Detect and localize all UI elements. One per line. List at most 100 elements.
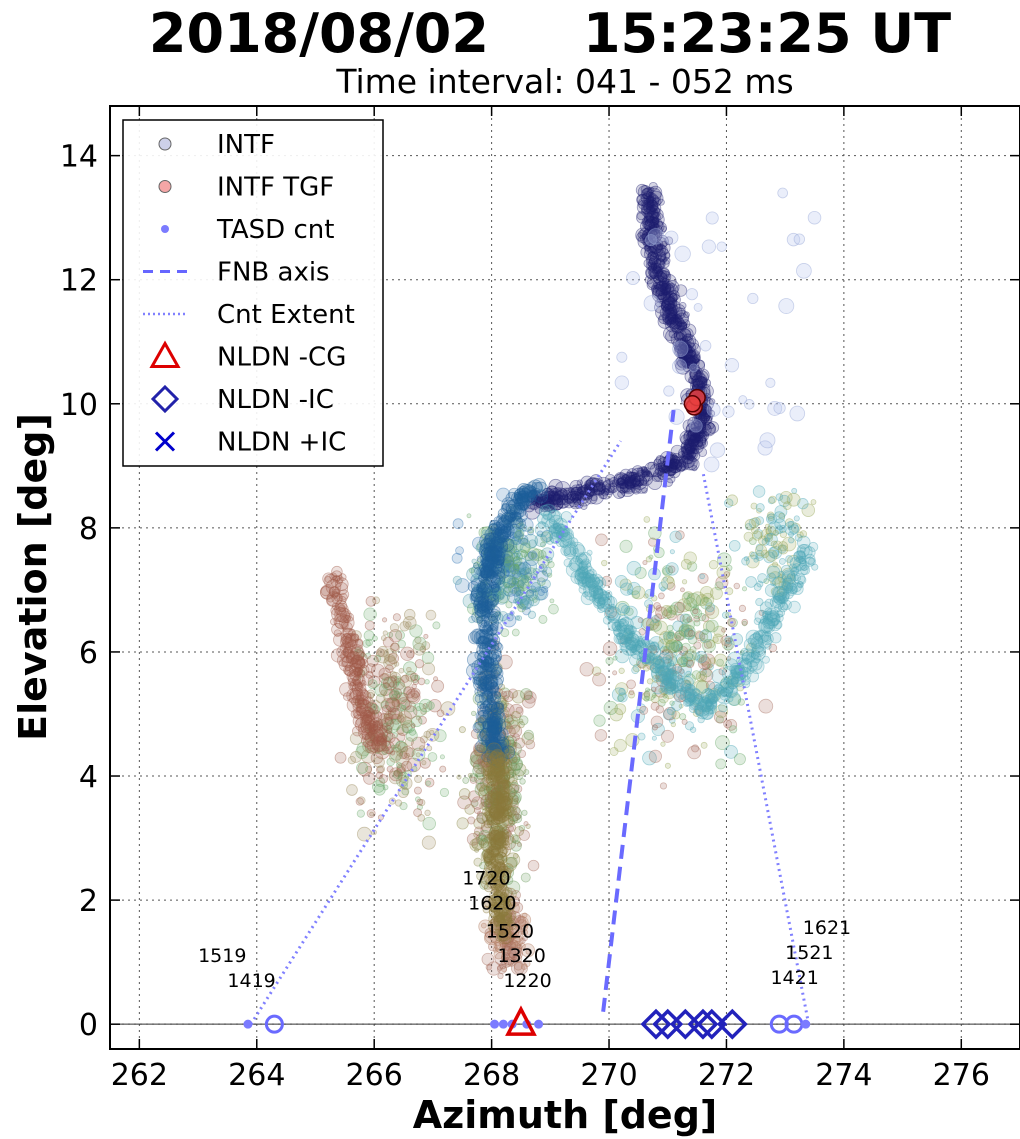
intf-point [500,779,511,790]
intf-point [520,688,533,701]
intf-point [487,784,499,795]
intf-point [399,776,413,790]
intf-point [490,674,498,681]
intf-point [366,654,379,667]
intf-point [693,302,703,312]
intf-point [703,456,720,473]
legend-label: INTF TGF [217,173,334,203]
intf-point [381,704,392,715]
intf-point [365,765,373,773]
intf-point [502,795,511,803]
intf-channel-point [345,612,355,622]
intf-point [609,746,619,756]
intf-point [484,716,491,723]
intf-point [502,886,513,898]
intf-point [807,210,822,225]
intf-point [377,765,386,774]
intf-point [497,786,508,798]
intf-point [501,815,515,828]
intf-channel-point [334,575,344,584]
intf-channel-point [689,434,698,444]
intf-point [360,717,375,731]
intf-channel-point [649,195,660,205]
intf-point [436,709,445,718]
intf-point [525,739,536,750]
intf-point [479,880,489,890]
intf-point [486,832,495,840]
intf-channel-point [481,756,497,773]
intf-point [480,765,492,776]
intf-point [399,801,408,811]
intf-point [502,737,510,745]
intf-point [404,737,414,747]
intf-point [387,652,400,665]
intf-point [482,747,489,755]
intf-point [404,752,410,759]
intf-point [631,590,641,599]
intf-point [476,812,488,824]
intf-point [499,827,508,836]
intf-point [421,835,436,850]
intf-point [409,624,423,638]
intf-point [486,791,501,806]
intf-point [407,690,421,704]
intf-point [482,727,495,741]
intf-point [502,613,517,628]
intf-channel-point [620,605,630,615]
intf-point [490,711,498,719]
intf-point [496,853,504,860]
intf-point [796,263,812,279]
intf-channel-point [675,321,684,330]
intf-point [497,789,508,799]
intf-point [395,692,408,705]
intf-point [493,758,504,769]
intf-point [700,741,708,749]
intf-point [614,375,630,390]
intf-point [473,744,486,757]
intf-point [365,595,377,607]
intf-point [681,579,688,585]
y-tick-label: 6 [79,636,98,671]
intf-point [515,813,522,820]
intf-point [651,735,657,741]
intf-point [474,782,489,797]
intf-point [488,762,502,777]
intf-point [518,715,529,726]
intf-point [503,766,514,776]
intf-point [486,703,496,712]
intf-point [502,712,508,719]
intf-point [486,692,497,703]
intf-channel-point [730,676,739,685]
intf-channel-point [689,701,699,711]
legend-label: NLDN -IC [217,385,334,415]
intf-point [506,739,516,748]
intf-point [472,691,487,706]
intf-point [508,782,520,793]
intf-channel-point [362,674,374,686]
intf-point [750,526,759,535]
intf-point [579,662,594,677]
intf-point [497,746,505,754]
intf-point [743,399,755,410]
intf-point [665,639,679,653]
intf-point [473,742,485,754]
intf-point [680,587,685,593]
intf-point [496,785,506,796]
intf-point [392,678,405,691]
intf-point [479,670,494,685]
intf-point [685,670,692,678]
intf-point [352,649,365,661]
intf-point [693,619,701,627]
intf-point [484,798,500,814]
intf-point [605,656,614,665]
intf-point [494,731,507,744]
intf-point [486,781,500,795]
intf-point [470,749,486,765]
intf-point [487,770,500,782]
intf-point [497,800,510,814]
intf-point [507,717,515,725]
intf-point [482,848,493,859]
intf-point [765,377,776,388]
intf-channel-point [534,489,549,504]
intf-point [500,703,515,718]
